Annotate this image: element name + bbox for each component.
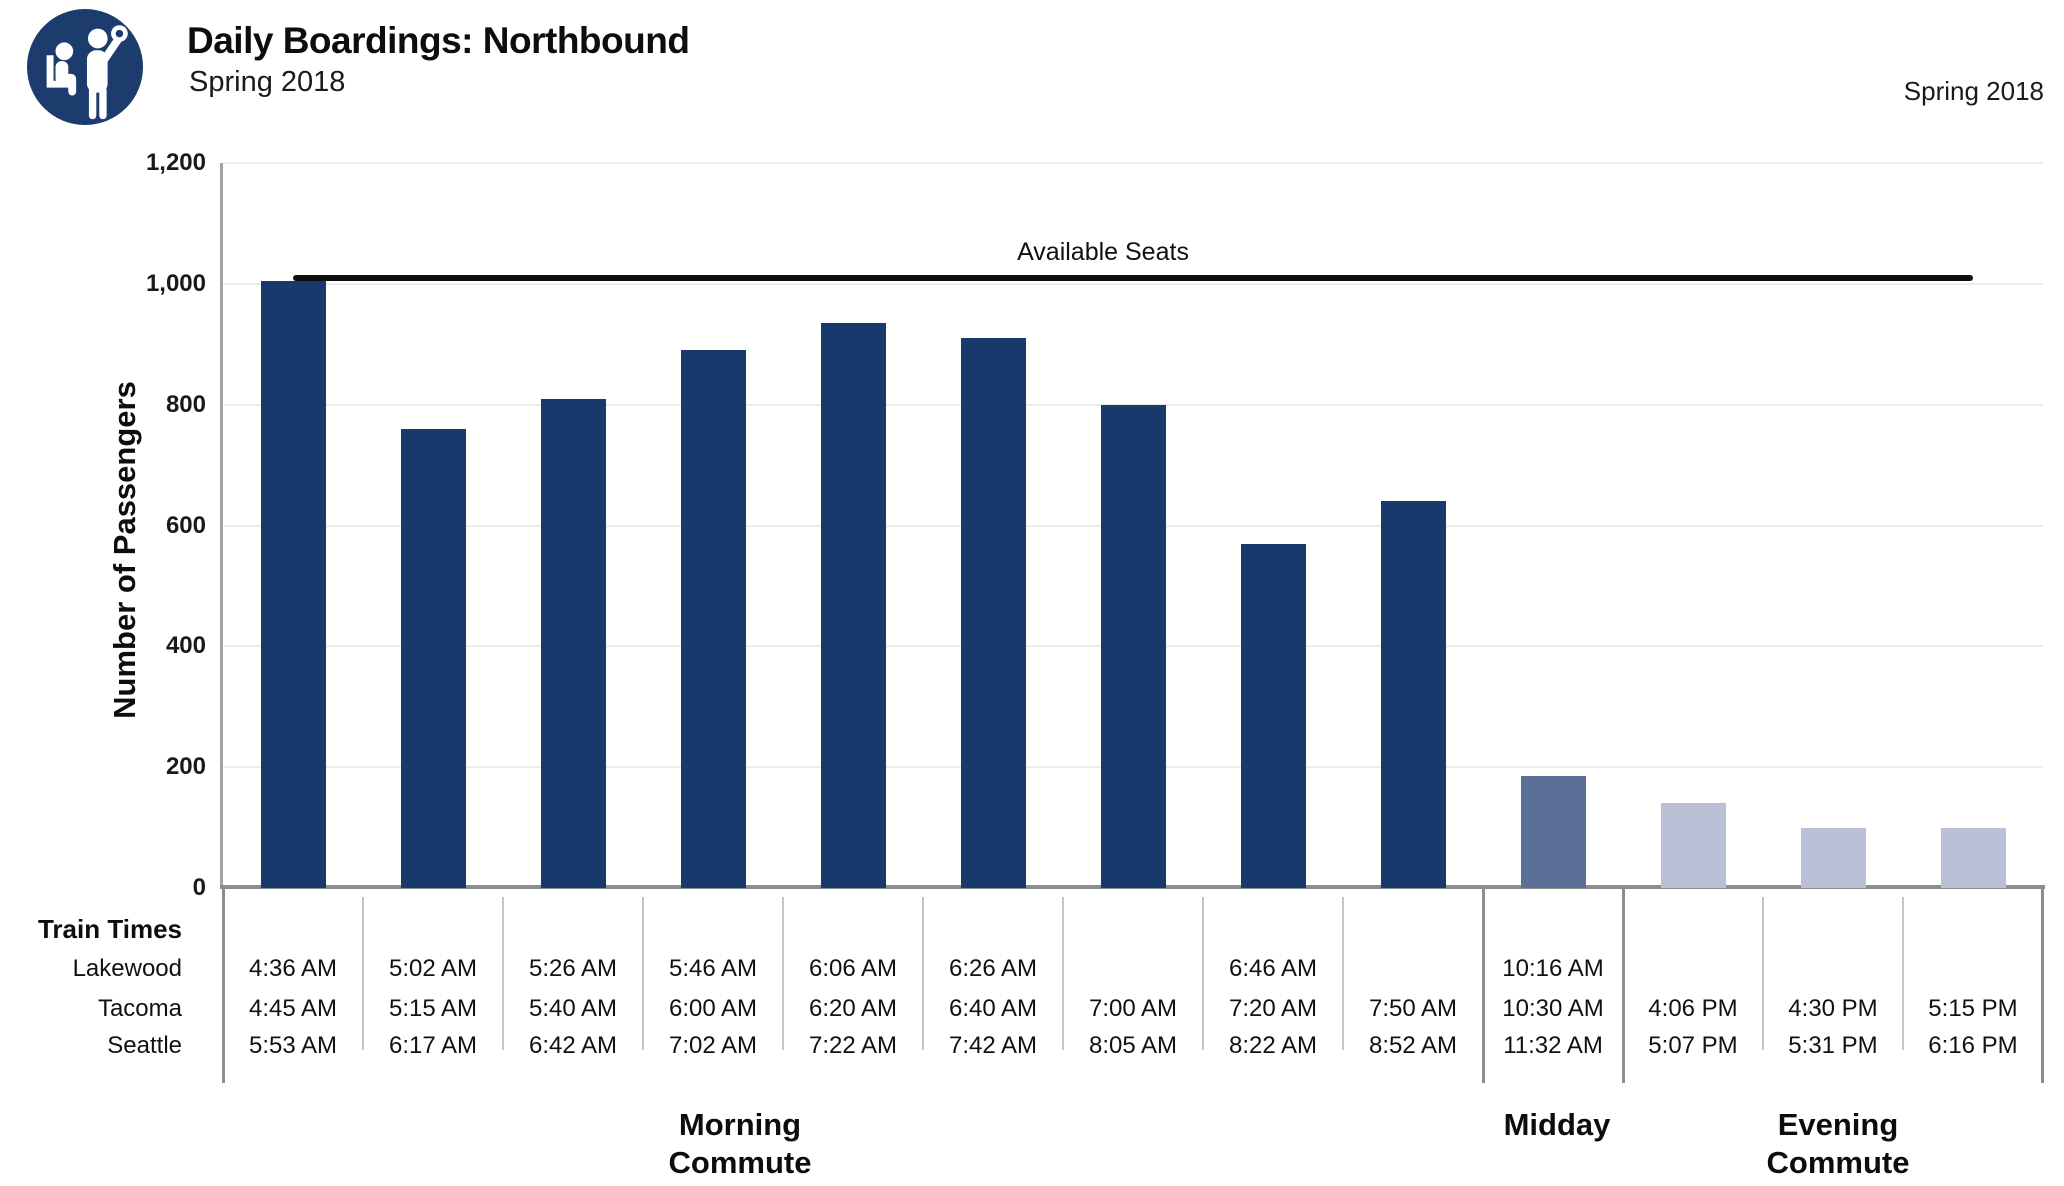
bar-526am	[540, 398, 606, 888]
train-time-cell: 4:36 AM	[248, 955, 338, 982]
train-time-cell: 5:15 AM	[388, 995, 478, 1022]
table-column-separator	[1202, 897, 1204, 1050]
train-time-cell: 10:16 AM	[1502, 955, 1604, 982]
table-column-separator	[1342, 897, 1344, 1050]
row-label-tacoma: Tacoma	[97, 995, 182, 1022]
train-time-cell: 6:40 AM	[948, 995, 1038, 1022]
gridline-1000	[223, 282, 2043, 285]
train-time-cell: 6:46 AM	[1228, 955, 1318, 982]
train-time-cell: 8:52 AM	[1368, 1032, 1458, 1059]
group-label-line: Morning	[678, 1107, 802, 1142]
train-time-cell: 5:31 PM	[1788, 1032, 1878, 1059]
table-column-separator	[1902, 897, 1904, 1050]
bar-646am	[1240, 543, 1306, 888]
train-time-cell: 7:02 AM	[668, 1032, 758, 1059]
table-group-separator	[1622, 887, 1625, 1083]
table-column-separator	[922, 897, 924, 1050]
table-column-separator	[1062, 897, 1064, 1050]
bar-1016am	[1520, 776, 1586, 888]
bar-436am	[260, 280, 326, 888]
train-time-cell: 8:22 AM	[1228, 1032, 1318, 1059]
train-time-cell: 4:45 AM	[248, 995, 338, 1022]
train-time-cell: 5:46 AM	[668, 955, 758, 982]
corner-season-label: Spring 2018	[1903, 76, 2044, 106]
train-time-cell: 7:50 AM	[1368, 995, 1458, 1022]
table-column-separator	[502, 897, 504, 1050]
table-left-border	[222, 887, 225, 1083]
bar-515pm	[1940, 827, 2006, 888]
train-time-cell: 6:20 AM	[808, 995, 898, 1022]
bar-430pm	[1800, 827, 1866, 888]
train-time-cell: 6:17 AM	[388, 1032, 478, 1059]
train-time-cell: 6:42 AM	[528, 1032, 618, 1059]
gridline-1200	[223, 162, 2043, 164]
bar-406pm	[1660, 803, 1726, 888]
table-group-separator	[1482, 887, 1485, 1083]
table-right-border	[2041, 887, 2044, 1083]
train-time-cell: 6:06 AM	[808, 955, 898, 982]
row-label-seattle: Seattle	[107, 1032, 182, 1059]
table-header-train-times: Train Times	[37, 914, 182, 944]
table-column-separator	[782, 897, 784, 1050]
train-time-cell: 8:05 AM	[1088, 1032, 1178, 1059]
bar-502am	[400, 428, 466, 888]
train-time-cell: 5:07 PM	[1648, 1032, 1738, 1059]
group-label-evening: Evening Commute	[1628, 1106, 2048, 1182]
bar-750am	[1380, 501, 1446, 888]
group-label-line: Commute	[668, 1145, 812, 1180]
train-time-cell: 6:00 AM	[668, 995, 758, 1022]
train-time-cell: 10:30 AM	[1502, 995, 1604, 1022]
train-time-cell: 5:26 AM	[528, 955, 618, 982]
train-time-cell: 7:42 AM	[948, 1032, 1038, 1059]
group-label-line: Midday	[1503, 1107, 1611, 1142]
train-time-cell: 5:15 PM	[1928, 995, 2018, 1022]
bar-626am	[960, 338, 1026, 888]
table-column-separator	[1762, 897, 1764, 1050]
table-column-separator	[642, 897, 644, 1050]
row-label-lakewood: Lakewood	[72, 955, 182, 982]
train-time-cell: 4:06 PM	[1648, 995, 1738, 1022]
train-time-cell: 5:40 AM	[528, 995, 618, 1022]
bar-606am	[820, 323, 886, 888]
table-column-separator	[362, 897, 364, 1050]
bar-546am	[680, 350, 746, 888]
y-axis-tick-label: 1,000	[145, 269, 206, 297]
y-axis-title: Number of Passengers	[107, 381, 142, 719]
group-label-line: Evening	[1777, 1107, 1899, 1142]
train-time-cell: 5:53 AM	[248, 1032, 338, 1059]
available-seats-label: Available Seats	[1017, 237, 1189, 266]
train-time-cell: 7:20 AM	[1228, 995, 1318, 1022]
train-time-cell: 6:26 AM	[948, 955, 1038, 982]
group-label-morning: Morning Commute	[530, 1106, 950, 1182]
y-axis-tick-label: 400	[165, 632, 206, 660]
train-time-cell: 4:30 PM	[1788, 995, 1878, 1022]
transit-riders-logo-icon	[26, 8, 144, 126]
group-label-line: Commute	[1766, 1145, 1910, 1180]
train-time-cell: 11:32 AM	[1503, 1032, 1603, 1059]
y-axis-line	[220, 163, 223, 887]
train-time-cell: 7:22 AM	[808, 1032, 898, 1059]
y-axis-tick-label: 1,200	[145, 149, 206, 176]
train-time-cell: 5:02 AM	[388, 955, 478, 982]
y-axis-tick-label: 800	[165, 390, 206, 418]
available-seats-line	[293, 274, 1973, 281]
train-time-cell: 6:16 PM	[1928, 1032, 2018, 1059]
page-subtitle: Spring 2018	[189, 66, 346, 98]
page-title: Daily Boardings: Northbound	[187, 20, 690, 61]
y-axis-tick-label: 0	[192, 874, 206, 901]
y-axis-tick-label: 600	[165, 511, 206, 539]
group-label-midday: Midday	[1347, 1106, 1767, 1144]
bar-700am	[1100, 404, 1166, 888]
y-axis-tick-label: 200	[165, 753, 206, 781]
train-time-cell: 7:00 AM	[1088, 995, 1178, 1022]
